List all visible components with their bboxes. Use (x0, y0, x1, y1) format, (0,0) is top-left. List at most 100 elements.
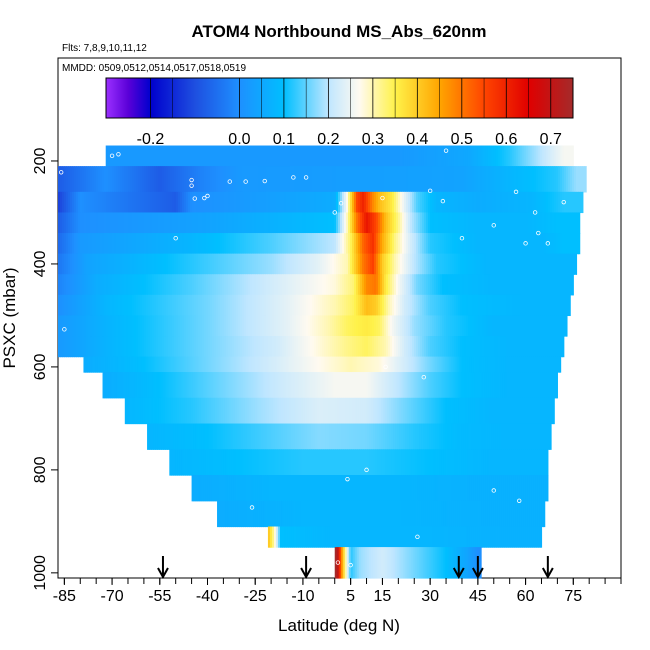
curtain-cell (434, 233, 437, 255)
curtain-cell (308, 336, 311, 358)
curtain-cell (361, 423, 364, 450)
curtain-cell (462, 233, 465, 255)
curtain-cell (209, 145, 213, 167)
sample-point (364, 467, 369, 473)
curtain-cell (149, 145, 153, 167)
curtain-cell (376, 191, 379, 214)
curtain-cell (290, 166, 293, 193)
curtain-cell (129, 145, 133, 167)
curtain-cell (180, 315, 183, 337)
curtain-cell (500, 397, 504, 425)
curtain-cell (279, 526, 283, 548)
curtain-cell (354, 274, 357, 296)
curtain-cell (536, 336, 539, 358)
curtain-cell (242, 336, 245, 358)
curtain-cell (424, 336, 427, 358)
curtain-cell (466, 233, 469, 255)
curtain-cell (370, 233, 373, 255)
curtain-cell (262, 212, 265, 234)
curtain-cell (508, 372, 512, 399)
curtain-cell (468, 547, 472, 579)
curtain-cell (370, 372, 374, 399)
curtain-cell (518, 212, 521, 234)
curtain-cell (255, 449, 258, 476)
curtain-cell (66, 166, 69, 193)
curtain-cell (366, 233, 369, 255)
curtain-cell (184, 336, 187, 358)
curtain-cell (300, 294, 303, 317)
curtain-cell (138, 274, 141, 296)
curtain-cell (432, 336, 435, 358)
y-axis-label: PSXC (mbar) (0, 267, 19, 368)
curtain-cell (143, 145, 147, 167)
curtain-cell (349, 475, 353, 502)
curtain-cell (184, 212, 187, 234)
curtain-cell (481, 500, 484, 528)
curtain-cell (517, 500, 520, 528)
curtain-cell (383, 526, 387, 548)
curtain-cell (132, 372, 136, 399)
curtain-cell (347, 500, 350, 528)
curtain-cell (241, 449, 244, 476)
curtain-cell (296, 233, 299, 255)
curtain-cell (256, 253, 259, 275)
curtain-cell (271, 500, 274, 528)
curtain-cell (461, 449, 464, 476)
curtain-cell (506, 212, 509, 234)
curtain-cell (570, 212, 573, 234)
curtain-cell (336, 166, 339, 193)
curtain-cell (74, 191, 77, 214)
curtain-cell (558, 336, 561, 358)
curtain-cell (326, 294, 329, 317)
curtain-cell (572, 233, 575, 255)
curtain-cell (183, 423, 186, 450)
curtain-cell (96, 336, 99, 358)
curtain-cell (402, 253, 405, 275)
curtain-cell (178, 274, 181, 296)
curtain-cell (558, 233, 561, 255)
curtain-cell (490, 294, 493, 317)
curtain-cell (206, 336, 209, 358)
curtain-cell (424, 547, 428, 579)
curtain-cell (256, 315, 259, 337)
curtain-cell (110, 294, 113, 317)
curtain-cell (282, 336, 285, 358)
curtain-cell (134, 294, 137, 317)
curtain-cell (275, 423, 278, 450)
curtain-cell (247, 475, 251, 502)
curtain-cell (355, 449, 358, 476)
curtain-cell (488, 336, 491, 358)
curtain-cell (250, 253, 253, 275)
curtain-cell (147, 145, 151, 167)
curtain-cell (206, 253, 209, 275)
sample-point (62, 327, 67, 332)
curtain-cell (362, 547, 366, 579)
curtain-cell (154, 212, 157, 234)
curtain-cell (228, 372, 232, 399)
curtain-cell (339, 423, 342, 450)
curtain-cell (191, 449, 194, 476)
curtain-cell (549, 423, 552, 450)
curtain-cell (483, 356, 487, 373)
curtain-cell (312, 336, 315, 358)
curtain-cell (214, 315, 217, 337)
curtain-cell (365, 145, 369, 167)
curtain-cell (354, 166, 357, 193)
curtain-cell (122, 233, 125, 255)
curtain-cell (531, 423, 534, 450)
curtain-cell (355, 500, 358, 528)
curtain-cell (168, 294, 171, 317)
curtain-cell (424, 253, 427, 275)
curtain-cell (257, 449, 260, 476)
curtain-cell (371, 423, 374, 450)
curtain-cell (259, 145, 263, 167)
curtain-cell (566, 191, 569, 214)
curtain-cell (418, 274, 421, 296)
curtain-cell (277, 145, 281, 167)
curtain-cell (160, 294, 163, 317)
curtain-cell (426, 233, 429, 255)
curtain-cell (493, 526, 497, 548)
curtain-cell (184, 233, 187, 255)
curtain-cell (64, 212, 67, 234)
curtain-cell (493, 449, 496, 476)
